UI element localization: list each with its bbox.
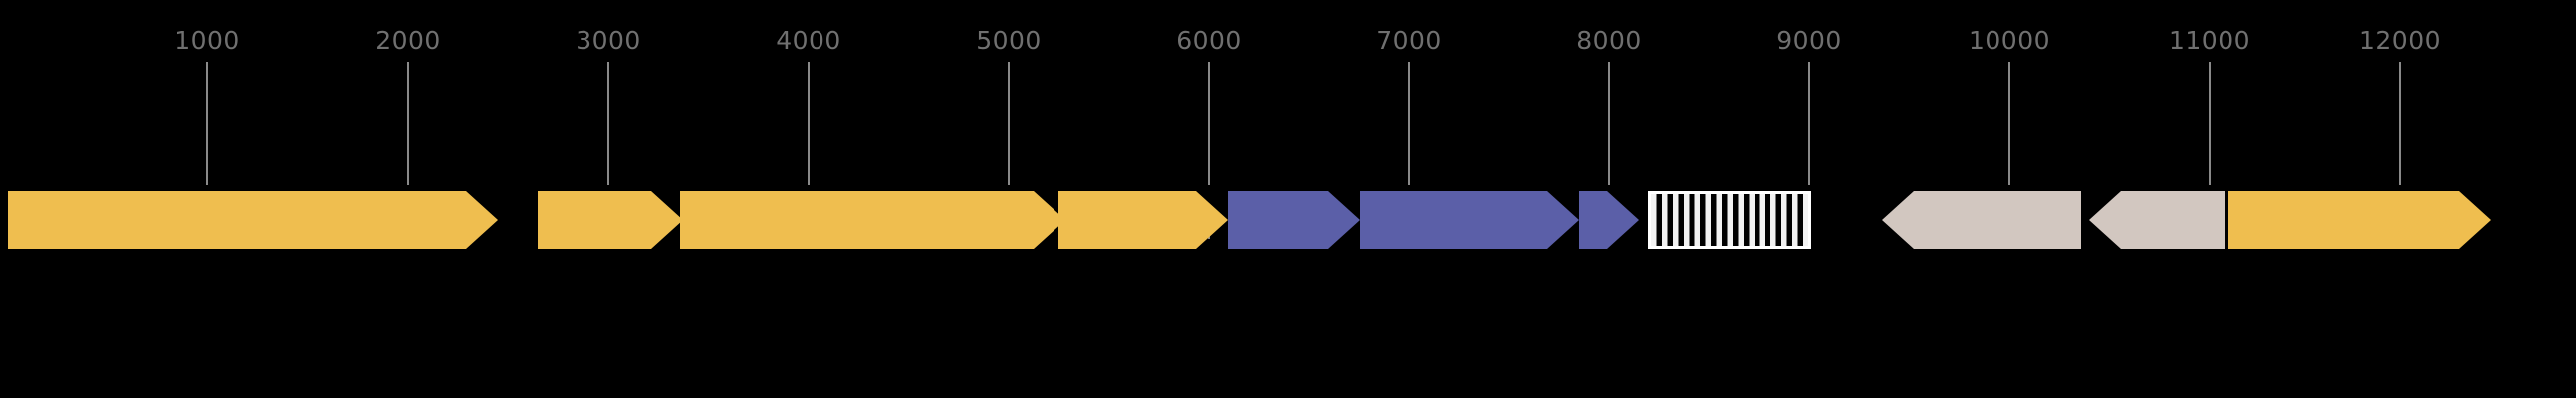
axis-tick-line	[1008, 62, 1010, 185]
gene-feature-arrow-right[interactable]	[1360, 191, 1579, 249]
axis-tick-label: 4000	[776, 26, 841, 55]
gene-feature-arrow-right[interactable]	[680, 191, 1065, 249]
gene-feature-arrow-right[interactable]	[1228, 191, 1360, 249]
axis-tick-label: 9000	[1776, 26, 1842, 55]
axis-tick-label: 7000	[1376, 26, 1442, 55]
axis-tick-label: 2000	[375, 26, 441, 55]
axis-tick-line	[1408, 62, 1410, 185]
gene-feature-arrow-right[interactable]	[1579, 191, 1639, 249]
axis-tick-label: 1000	[174, 26, 240, 55]
axis-tick-line	[2209, 62, 2211, 185]
gene-feature-arrow-right[interactable]	[538, 191, 683, 249]
gene-feature-arrow-left[interactable]	[1882, 191, 2081, 249]
gene-feature-arrow-right[interactable]	[1058, 191, 1228, 249]
axis-tick-label: 12000	[2358, 26, 2442, 55]
axis-tick-line	[407, 62, 409, 185]
axis-tick-line	[2399, 62, 2401, 185]
axis-tick-label: 8000	[1576, 26, 1642, 55]
axis-tick-line	[808, 62, 810, 185]
gene-feature-arrow-right[interactable]	[2228, 191, 2491, 249]
axis-tick-line	[1208, 62, 1210, 185]
axis-tick-label: 5000	[976, 26, 1042, 55]
axis-tick-line	[1808, 62, 1810, 185]
axis-tick-line	[1608, 62, 1610, 185]
axis-tick-line	[2008, 62, 2010, 185]
axis-tick-label: 10000	[1968, 26, 2051, 55]
axis-tick-label: 3000	[576, 26, 641, 55]
gene-feature-striped-box[interactable]	[1648, 191, 1811, 249]
axis-tick-line	[607, 62, 609, 185]
axis-tick-label: 11000	[2168, 26, 2251, 55]
gene-feature-arrow-right[interactable]	[8, 191, 498, 249]
axis-tick-line	[206, 62, 208, 185]
axis-tick-label: 6000	[1176, 26, 1242, 55]
gene-feature-arrow-left[interactable]	[2089, 191, 2225, 249]
